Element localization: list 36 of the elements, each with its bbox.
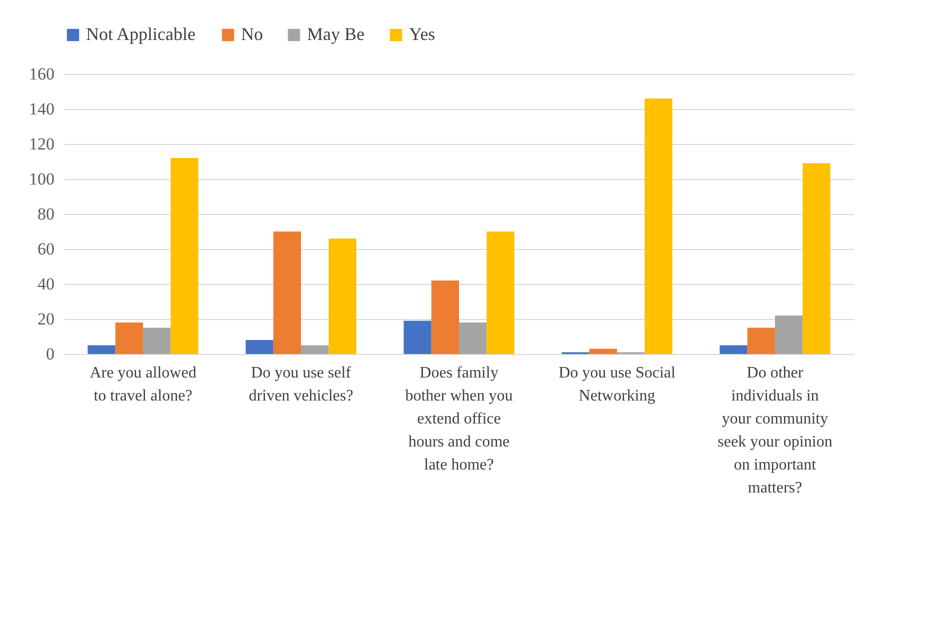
x-tick-label: Do you use Social Networking (558, 364, 676, 404)
x-tick-label: Are you allowed to travel alone? (90, 364, 196, 404)
bar (775, 316, 803, 354)
legend-label: May Be (307, 24, 364, 44)
bar (486, 232, 514, 354)
bar (115, 322, 143, 354)
bar (246, 340, 274, 354)
y-tick-label: 140 (29, 100, 54, 118)
y-tick-label: 60 (38, 240, 54, 258)
bar (301, 345, 329, 354)
bar (328, 238, 356, 354)
y-tick-label: 80 (38, 204, 54, 224)
bar (404, 320, 432, 354)
y-tick-label: 160 (29, 64, 54, 84)
y-tick-label: 40 (38, 274, 54, 294)
x-tick-label: Do you use self driven vehicles? (248, 364, 354, 404)
bar (644, 98, 672, 354)
bar (802, 163, 830, 354)
legend-label: No (241, 24, 263, 44)
y-tick-label: 20 (38, 310, 54, 328)
bar (143, 328, 171, 354)
bar (747, 328, 775, 354)
bar (720, 345, 748, 354)
legend-label: Not Applicable (86, 24, 196, 44)
bar (589, 348, 617, 354)
bar (273, 232, 301, 354)
bar (170, 158, 198, 354)
legend-label: Yes (409, 24, 436, 44)
bar (459, 322, 487, 354)
y-tick-label: 0 (46, 344, 54, 364)
bar (431, 280, 459, 354)
x-tick-label: Does family bother when you extend office hours and come late home? (405, 364, 513, 474)
x-tick-label: Do other individuals in your community seek your opinion on important matters? (718, 364, 832, 496)
bar (88, 345, 116, 354)
y-tick-label: 120 (29, 134, 54, 154)
y-tick-label: 100 (29, 170, 54, 188)
